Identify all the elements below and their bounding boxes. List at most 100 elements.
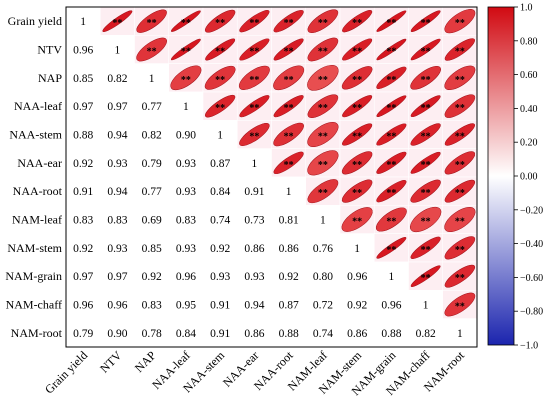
correlation-value: 0.83: [142, 300, 162, 312]
correlation-value: 1: [80, 16, 86, 28]
heatmap-cell: [99, 290, 135, 319]
correlation-value: 0.93: [176, 186, 196, 198]
colorbar-tick-label: −1.0: [520, 341, 538, 352]
correlation-value: 0.84: [176, 328, 196, 340]
heatmap-cell: [134, 205, 170, 234]
heatmap-cell: [339, 290, 375, 319]
correlation-value: 0.87: [279, 300, 299, 312]
significance-mark: **: [421, 18, 431, 29]
heatmap-cell: [65, 6, 101, 36]
heatmap-cell: [271, 290, 307, 319]
correlation-value: 0.83: [176, 215, 196, 227]
significance-mark: **: [421, 75, 431, 86]
heatmap-cell: [236, 176, 272, 206]
significance-mark: **: [455, 75, 465, 86]
correlation-value: 0.90: [176, 130, 196, 142]
correlation-ellipse: [307, 37, 339, 62]
significance-mark: **: [352, 47, 362, 58]
heatmap-cell: [134, 290, 170, 319]
heatmap-cell: [168, 148, 204, 178]
significance-mark: **: [215, 18, 225, 29]
significance-mark: **: [284, 18, 294, 29]
correlation-ellipse: [444, 38, 476, 61]
correlation-ellipse: [239, 95, 270, 118]
correlation-value: 0.97: [73, 271, 93, 283]
heatmap-cell: [202, 261, 238, 291]
correlation-value: 1: [149, 73, 155, 85]
correlation-value: 0.74: [210, 215, 230, 227]
significance-mark: **: [318, 132, 328, 143]
significance-mark: **: [386, 103, 396, 114]
correlation-value: 0.94: [244, 300, 264, 312]
heatmap-cell: [271, 176, 307, 206]
heatmap-cell: [99, 176, 135, 206]
correlation-value: 0.97: [107, 101, 127, 113]
row-label: Grain yield: [8, 14, 62, 28]
column-label: Grain yield: [42, 348, 90, 396]
column-label: NTV: [97, 348, 125, 376]
correlation-ellipse: [273, 151, 304, 175]
heatmap-cell: [99, 318, 135, 348]
correlation-ellipse: [444, 9, 476, 34]
correlation-value: 0.77: [142, 186, 162, 198]
correlation-value: 0.76: [313, 243, 333, 255]
correlation-ellipse: [307, 65, 339, 91]
significance-mark: **: [249, 132, 259, 143]
correlation-value: 0.72: [313, 300, 333, 312]
correlation-ellipse: [170, 65, 202, 91]
row-label: NAM-grain: [5, 269, 62, 283]
significance-mark: **: [455, 188, 465, 199]
correlation-ellipse: [410, 265, 441, 287]
correlation-ellipse: [342, 10, 373, 33]
row-label: NAM-root: [11, 326, 63, 340]
correlation-ellipse: [410, 151, 441, 174]
correlation-ellipse: [341, 66, 373, 90]
heatmap-cell: [339, 233, 375, 263]
heatmap-cell: [99, 35, 135, 64]
correlation-value: 0.83: [73, 215, 93, 227]
correlation-ellipse: [307, 94, 339, 118]
correlation-value: 1: [183, 101, 189, 113]
correlation-value: 0.86: [244, 328, 264, 340]
correlation-value: 0.82: [416, 328, 436, 340]
significance-mark: **: [318, 188, 328, 199]
correlation-value: 0.92: [142, 271, 162, 283]
plot-frame: [65, 6, 478, 348]
correlation-ellipse: [273, 9, 304, 33]
correlation-value: 1: [389, 271, 395, 283]
correlation-value: 0.92: [73, 158, 93, 170]
significance-mark: **: [352, 103, 362, 114]
heatmap-cell: [134, 63, 170, 93]
significance-mark: **: [318, 18, 328, 29]
colorbar-tick-label: −0.40: [520, 239, 543, 250]
significance-mark: **: [455, 132, 465, 143]
correlation-ellipse: [376, 237, 407, 259]
heatmap-cell: [99, 120, 135, 149]
correlation-value: 0.82: [107, 73, 127, 85]
significance-mark: **: [352, 217, 362, 228]
row-label: NAM-chaff: [6, 298, 62, 312]
significance-mark: **: [386, 217, 396, 228]
heatmap-cell: [134, 318, 170, 348]
heatmap-cell: [168, 205, 204, 234]
colorbar-tick-label: 1.0: [520, 3, 533, 14]
correlation-ellipse: [307, 122, 339, 147]
correlation-value: 0.93: [176, 158, 196, 170]
colorbar-tick-label: 0.60: [520, 70, 538, 81]
correlation-ellipse: [238, 65, 270, 90]
correlation-ellipse: [410, 179, 441, 203]
correlation-ellipse: [444, 264, 476, 288]
significance-mark: **: [455, 18, 465, 29]
heatmap-cell: [65, 63, 101, 93]
significance-mark: **: [386, 245, 396, 256]
correlation-ellipse: [444, 179, 476, 203]
correlation-ellipse: [376, 151, 407, 174]
significance-mark: **: [455, 103, 465, 114]
correlation-value: 0.96: [381, 300, 401, 312]
correlation-value: 0.77: [142, 101, 162, 113]
correlation-ellipse: [342, 95, 373, 118]
correlation-value: 0.96: [347, 271, 367, 283]
correlation-ellipse: [307, 150, 339, 176]
correlation-value: 0.85: [142, 243, 162, 255]
heatmap-cell: [99, 261, 135, 291]
